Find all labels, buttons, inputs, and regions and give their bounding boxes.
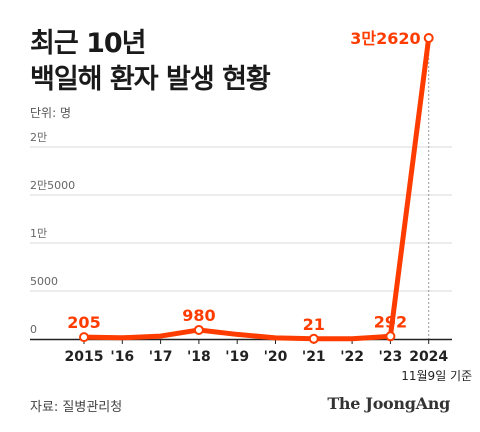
data-point: [79, 332, 89, 343]
x-tick-label: '20: [264, 349, 288, 365]
unit-label: 단위: 명: [30, 106, 71, 120]
x-tick-label: '23: [379, 349, 403, 365]
x-tick-label: '19: [225, 349, 249, 365]
data-point: [308, 333, 319, 344]
brand-logo: The JoongAng: [327, 394, 450, 413]
data-label: 205: [67, 313, 100, 332]
x-tick-label: 2024: [409, 349, 448, 365]
x-tick-label: '17: [149, 349, 173, 365]
data-point: [385, 331, 396, 342]
x-tick-label: '21: [302, 349, 326, 365]
y-tick-label: 1만: [30, 227, 47, 240]
x-tick-label: 2015: [65, 349, 104, 365]
title-line-2: 백일해 환자 발생 현황: [30, 64, 271, 95]
title-line-1: 최근 10년: [30, 28, 146, 59]
x-tick-label: '16: [110, 349, 134, 365]
y-tick-label: 0: [30, 323, 37, 336]
y-tick-label: 2만5000: [30, 179, 75, 192]
x-axis-note: 11월9일 기준: [401, 369, 472, 383]
chart-title: 최근 10년 백일해 환자 발생 현황: [30, 26, 271, 98]
x-tick-label: '18: [187, 349, 211, 365]
data-label: 980: [182, 306, 215, 325]
data-point: [193, 324, 204, 335]
data-label: 292: [374, 312, 407, 331]
data-point: [423, 33, 434, 43]
y-tick-label: 2만: [30, 131, 47, 144]
source-label: 자료: 질병관리청: [30, 400, 123, 415]
data-label: 3만2620: [350, 29, 420, 48]
series-line: [81, 35, 432, 342]
y-tick-label: 5000: [30, 275, 58, 288]
data-label: 21: [303, 315, 325, 334]
x-tick-label: '22: [340, 349, 364, 365]
